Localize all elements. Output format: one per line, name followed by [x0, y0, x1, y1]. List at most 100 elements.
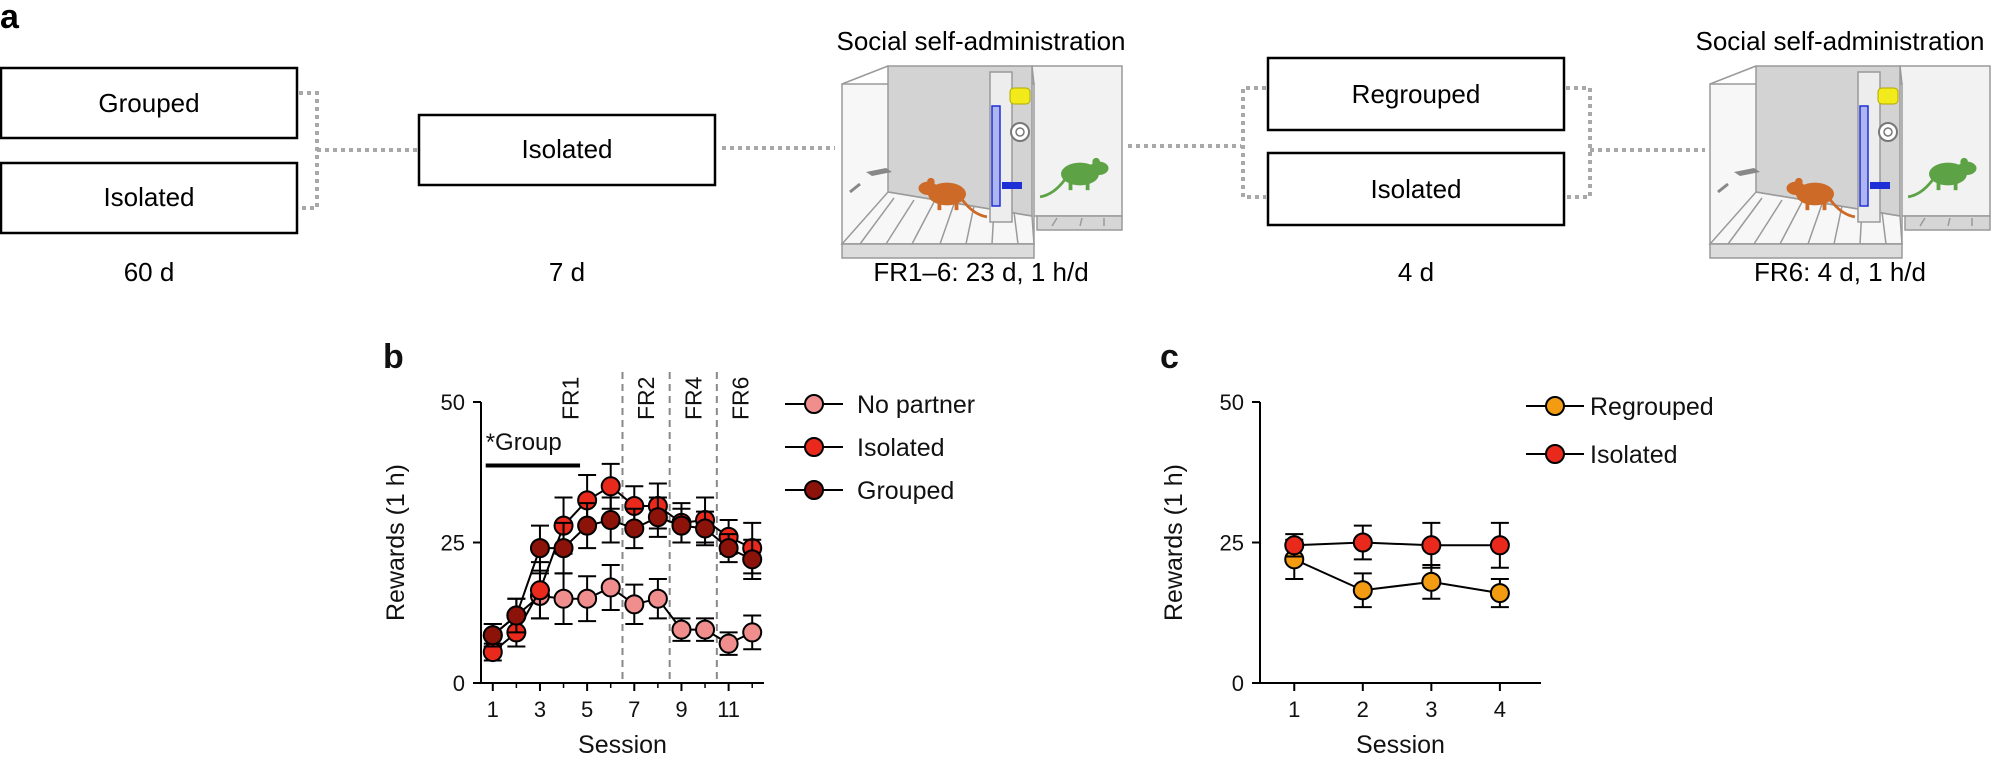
panel-letter: b — [383, 338, 404, 376]
legend-marker — [804, 480, 824, 500]
y-tick-label: 50 — [1220, 390, 1244, 415]
connector-bracket-4 — [1566, 86, 1705, 199]
chamber-title-1: Social self-administration — [836, 26, 1125, 56]
series-line — [1294, 541, 1500, 547]
phase-label: FR4 — [680, 376, 706, 420]
lever-icon — [1002, 182, 1022, 189]
isolated-4d-box — [1266, 151, 1566, 227]
data-point — [1489, 535, 1510, 556]
legend-marker — [1545, 444, 1565, 464]
grouped-box — [0, 66, 299, 140]
operant-chamber-1 — [840, 65, 1123, 259]
data-point — [529, 538, 550, 559]
connector-bracket-1 — [299, 91, 418, 210]
phase-label: FR1 — [558, 377, 584, 420]
y-axis-label: Rewards (1 h) — [1160, 464, 1188, 621]
regrouped-label: Regrouped — [1352, 79, 1481, 109]
legend-marker — [804, 437, 824, 457]
data-point — [1421, 535, 1442, 556]
data-point — [1352, 532, 1373, 553]
data-point — [1489, 583, 1510, 604]
data-point — [600, 510, 621, 531]
isolated-4d-label: Isolated — [1370, 174, 1461, 204]
panel-a-timeline: a Grouped Isolated 60 d Isolated 7 d Soc… — [0, 0, 1991, 287]
data-point — [718, 538, 739, 559]
data-point — [671, 515, 692, 536]
x-tick-label: 3 — [1425, 697, 1437, 722]
data-point — [577, 515, 598, 536]
x-axis-label: Session — [578, 731, 667, 759]
x-tick-label: 7 — [628, 697, 640, 722]
x-tick-label: 3 — [534, 697, 546, 722]
significance-annotation: *Group — [486, 429, 562, 456]
x-tick-label: 2 — [1357, 697, 1369, 722]
data-point — [671, 619, 692, 640]
operant-chamber-2 — [1708, 65, 1991, 259]
duration-60d: 60 d — [124, 257, 175, 287]
legend-label: Regrouped — [1590, 393, 1714, 421]
y-tick-label: 0 — [1232, 671, 1244, 696]
isolated-7d-box — [417, 113, 717, 187]
duration-fr6: FR6: 4 d, 1 h/d — [1754, 257, 1926, 287]
connector-bracket-3 — [1128, 86, 1266, 199]
data-point — [553, 588, 574, 609]
series-line — [1293, 558, 1501, 595]
y-tick-label: 50 — [441, 390, 465, 415]
series-grouped — [482, 496, 763, 648]
legend-label: Isolated — [857, 434, 945, 462]
legend-marker — [804, 394, 824, 414]
data-point — [1421, 571, 1442, 592]
isolated-initial-box — [0, 161, 299, 235]
legend-label: Isolated — [1590, 441, 1678, 469]
data-point — [647, 507, 668, 528]
data-point — [553, 538, 574, 559]
cue-light-icon — [1009, 87, 1031, 105]
data-point — [577, 588, 598, 609]
duration-fr16: FR1–6: 23 d, 1 h/d — [873, 257, 1088, 287]
data-point — [718, 633, 739, 654]
legend-marker — [1545, 396, 1565, 416]
chamber-title-2: Social self-administration — [1695, 26, 1984, 56]
data-point — [695, 518, 716, 539]
legend-label: No partner — [857, 391, 975, 419]
y-axis-label: Rewards (1 h) — [382, 464, 410, 621]
data-point — [647, 588, 668, 609]
data-point — [1284, 535, 1305, 556]
series-regrouped — [1284, 538, 1510, 609]
data-point — [624, 518, 645, 539]
data-point — [600, 577, 621, 598]
data-point — [506, 605, 527, 626]
panel-letter: c — [1160, 338, 1179, 376]
x-tick-label: 1 — [1288, 697, 1300, 722]
data-point — [529, 580, 550, 601]
phase-label: FR6 — [727, 377, 753, 420]
retractable-door — [1859, 105, 1869, 207]
data-point — [600, 476, 621, 497]
data-point — [742, 622, 763, 643]
regrouped-box — [1266, 56, 1566, 132]
y-tick-label: 25 — [441, 531, 465, 556]
grouped-label: Grouped — [98, 88, 199, 118]
panel-a-letter: a — [0, 0, 20, 36]
data-point — [742, 549, 763, 570]
x-tick-label: 5 — [581, 697, 593, 722]
series-isolated — [1284, 521, 1510, 569]
legend-label: Grouped — [857, 477, 954, 505]
lever-icon — [1870, 182, 1890, 189]
panel-c-chart: c 0 25 50 1 2 3 4 Session Rewards (1 h) Regrouped I… — [1160, 338, 1714, 759]
data-point — [695, 619, 716, 640]
x-tick-label: 1 — [487, 697, 499, 722]
data-point — [1352, 580, 1373, 601]
data-point — [482, 625, 503, 646]
duration-7d: 7 d — [549, 257, 585, 287]
x-axis-label: Session — [1356, 731, 1445, 759]
x-tick-label: 4 — [1494, 697, 1506, 722]
y-tick-label: 0 — [453, 671, 465, 696]
x-tick-label: 11 — [717, 697, 740, 722]
phase-label: FR2 — [633, 377, 659, 420]
panel-b-chart: b 0 25 50 1 3 5 7 9 11 Session Rewards (1 h) FR1 FR2 F… — [382, 338, 975, 759]
data-point — [624, 594, 645, 615]
cue-light-icon — [1877, 87, 1899, 105]
y-tick-label: 25 — [1220, 531, 1244, 556]
